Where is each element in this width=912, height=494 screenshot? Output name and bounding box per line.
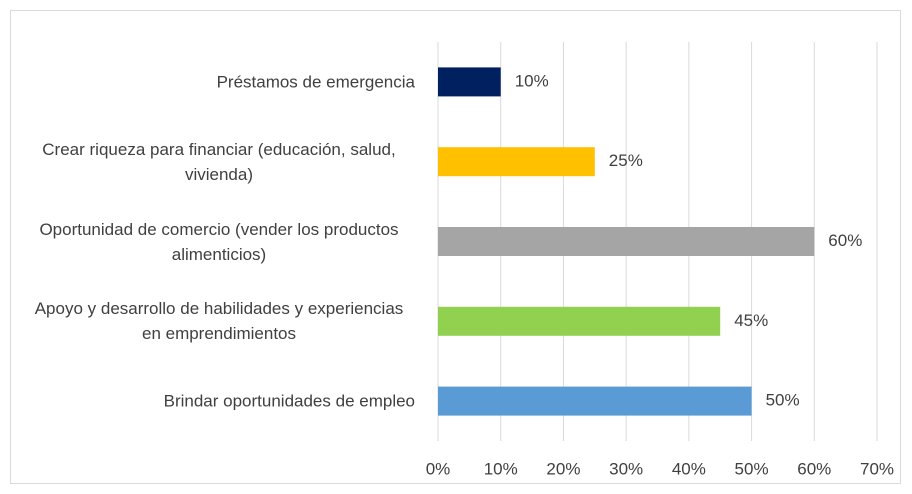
x-tick-label: 30% (609, 459, 643, 478)
x-tick-label: 70% (860, 459, 894, 478)
bar (438, 67, 501, 97)
chart-border (10, 10, 901, 484)
bar (438, 147, 595, 177)
y-tick-label: Apoyo y desarrollo de habilidades y expe… (34, 299, 404, 344)
data-label: 25% (609, 151, 643, 170)
x-tick-label: 40% (672, 459, 706, 478)
data-label: 50% (766, 391, 800, 410)
x-tick-label: 10% (484, 459, 518, 478)
data-label: 45% (734, 311, 768, 330)
x-tick-label: 20% (546, 459, 580, 478)
y-tick-label: Oportunidad de comercio (vender los prod… (39, 219, 399, 264)
x-tick-label: 0% (426, 459, 451, 478)
bar (438, 386, 752, 416)
data-label: 60% (828, 231, 862, 250)
bar (438, 227, 815, 256)
x-tick-label: 60% (797, 459, 831, 478)
data-label: 10% (515, 71, 549, 90)
y-tick-label: Préstamos de emergencia (216, 72, 415, 92)
x-tick-label: 50% (735, 459, 769, 478)
y-tick-label: Brindar oportunidades de empleo (163, 391, 415, 411)
bar (438, 306, 721, 336)
y-tick-label: Crear riqueza para financiar (educación,… (42, 139, 396, 184)
